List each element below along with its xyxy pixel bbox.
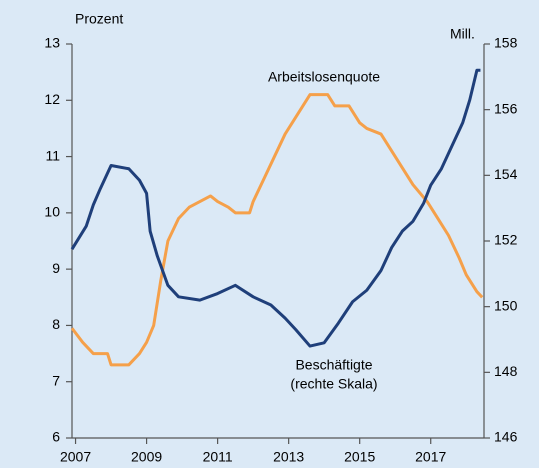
line: [70, 93, 484, 367]
x-tick-label: 2017: [415, 449, 446, 465]
y2-tick-label: 154: [494, 166, 518, 182]
y2-tick-label: 152: [494, 232, 518, 248]
y2-tick-label: 156: [494, 100, 518, 116]
x-tick-label: 2013: [273, 449, 304, 465]
y-tick-label: 10: [44, 204, 60, 220]
x-tick-label: 2007: [60, 449, 91, 465]
y-tick-label: 11: [45, 147, 60, 163]
y2-tick-label: 146: [494, 429, 518, 445]
y2-axis-label: Mill.: [450, 26, 475, 42]
y-tick-label: 12: [44, 91, 60, 107]
y-tick-label: 6: [52, 429, 60, 445]
x-tick-label: 2015: [344, 449, 375, 465]
x-tick-label: 2009: [131, 449, 162, 465]
y2-tick-label: 150: [494, 297, 518, 313]
y-tick-label: 13: [44, 35, 60, 51]
y-tick-label: 9: [52, 260, 60, 276]
y-tick-label: 8: [52, 316, 60, 332]
y-axis-label: Prozent: [75, 11, 123, 27]
y2-tick-label: 148: [494, 363, 518, 379]
series-label: Arbeitslosenquote: [268, 69, 380, 85]
line: [70, 68, 481, 348]
y2-tick-label: 158: [494, 35, 518, 51]
annotation: (rechte Skala): [290, 376, 377, 392]
series-label: Beschäftigte: [295, 357, 372, 373]
y-tick-label: 7: [52, 372, 60, 388]
x-tick-label: 2011: [203, 449, 233, 465]
